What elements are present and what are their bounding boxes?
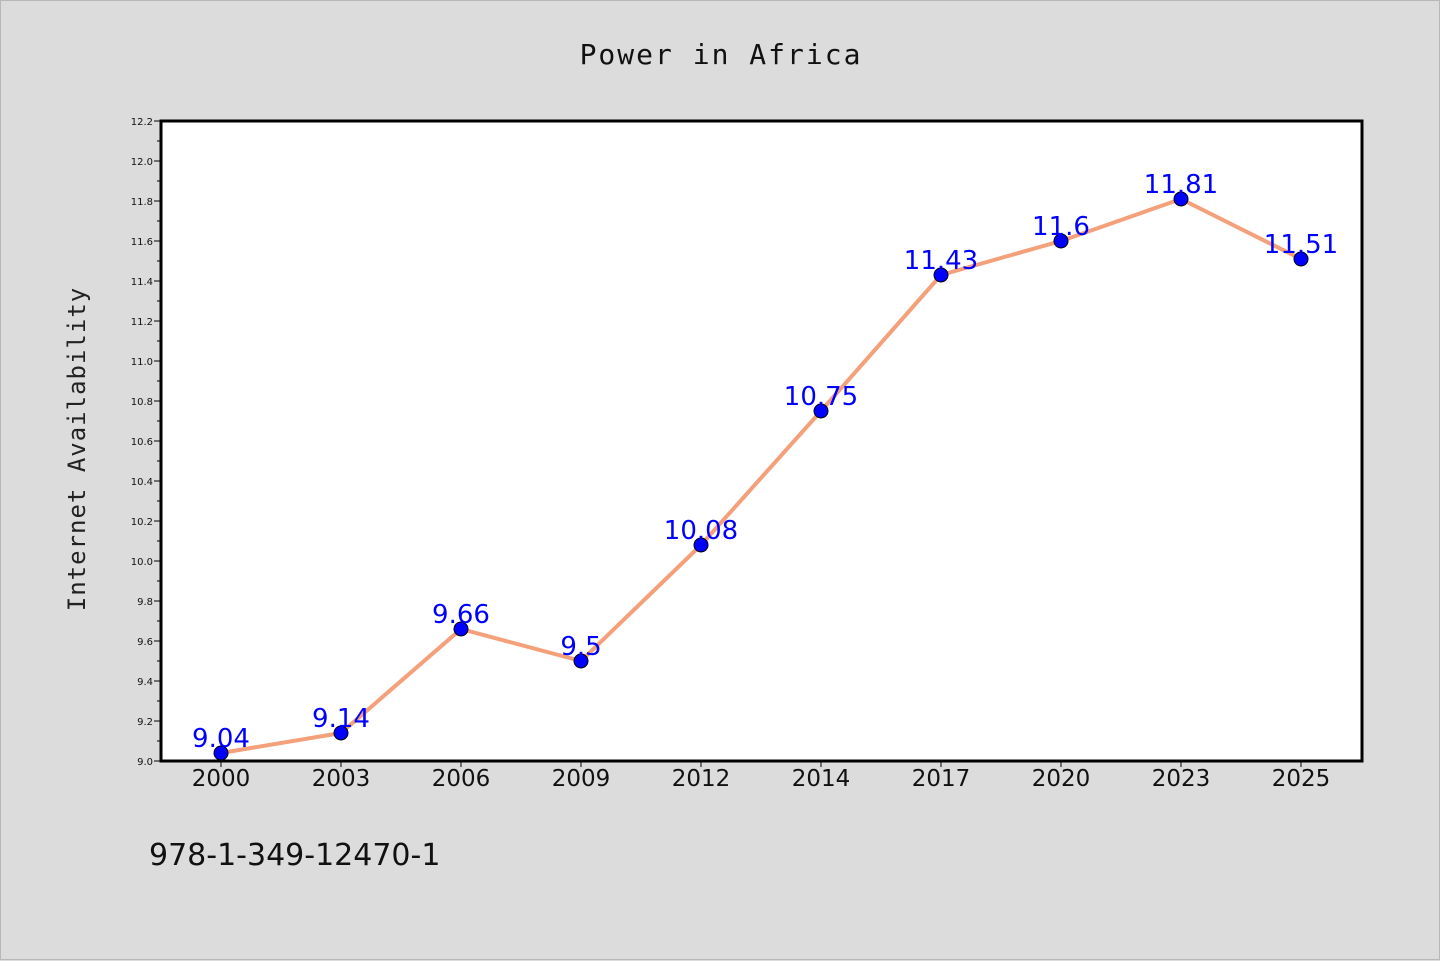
data-label: 9.5 — [560, 632, 601, 662]
y-tick-label: 10.8 — [131, 397, 153, 408]
data-label: 9.04 — [192, 724, 250, 754]
y-tick-label: 9.2 — [137, 717, 153, 728]
x-tick-label: 2009 — [552, 766, 611, 792]
y-tick-label: 11.4 — [131, 277, 153, 288]
y-tick-label: 10.4 — [131, 477, 153, 488]
y-tick-label: 11.8 — [131, 197, 153, 208]
y-tick-label: 10.0 — [131, 557, 153, 568]
data-point-marker — [1173, 191, 1189, 207]
y-tick-label: 12.0 — [131, 157, 153, 168]
y-tick-label: 9.4 — [137, 677, 153, 688]
y-tick-label: 9.0 — [137, 757, 153, 768]
x-tick-label: 2025 — [1272, 766, 1331, 792]
data-point-marker — [933, 267, 949, 283]
isbn-text: 978-1-349-12470-1 — [149, 838, 440, 873]
x-axis: 2000 2003 2006 2009 2012 2014 2017 2020 2023 2025 — [192, 761, 1331, 792]
data-label: 9.66 — [432, 600, 490, 630]
x-tick-label: 2014 — [792, 766, 851, 792]
data-label: 11.81 — [1144, 170, 1218, 200]
y-axis-label: Internet Availability — [63, 287, 91, 611]
y-tick-label: 9.6 — [137, 637, 153, 648]
data-label: 11.6 — [1032, 212, 1090, 242]
x-tick-label: 2003 — [312, 766, 371, 792]
data-point-marker — [693, 537, 709, 553]
plot-frame — [159, 119, 1364, 763]
y-tick-label: 11.0 — [131, 357, 153, 368]
plot-area — [161, 121, 1362, 761]
y-tick-label: 11.6 — [131, 237, 153, 248]
y-tick-label: 9.8 — [137, 597, 153, 608]
data-label: 11.51 — [1264, 230, 1338, 260]
data-point-marker — [813, 403, 829, 419]
data-label: 10.08 — [664, 516, 738, 546]
chart-title: Power in Africa — [580, 38, 863, 71]
x-tick-label: 2023 — [1152, 766, 1211, 792]
data-point-marker — [573, 653, 589, 669]
data-label: 10.75 — [784, 382, 858, 412]
data-point-marker — [453, 621, 469, 637]
data-labels: 9.04 9.14 9.66 9.5 10.08 10.75 11.43 11.6 11.81 1… — [192, 170, 1338, 754]
y-tick-label: 12.2 — [131, 117, 153, 128]
data-point-marker — [1293, 251, 1309, 267]
data-label: 9.14 — [312, 704, 370, 734]
x-tick-label: 2017 — [912, 766, 971, 792]
x-tick-label: 2000 — [192, 766, 251, 792]
x-tick-label: 2012 — [672, 766, 731, 792]
data-point-marker — [1053, 233, 1069, 249]
y-axis: 9.0 9.2 9.4 9.6 9.8 10.0 10.2 10.4 10.6 10.8 11.0 1… — [131, 117, 161, 768]
x-tick-label: 2020 — [1032, 766, 1091, 792]
data-point-marker — [333, 725, 349, 741]
x-tick-label: 2006 — [432, 766, 491, 792]
y-tick-label: 10.2 — [131, 517, 153, 528]
y-tick-label: 10.6 — [131, 437, 153, 448]
series-line — [219, 197, 1303, 755]
y-tick-label: 11.2 — [131, 317, 153, 328]
data-label: 11.43 — [904, 246, 978, 276]
